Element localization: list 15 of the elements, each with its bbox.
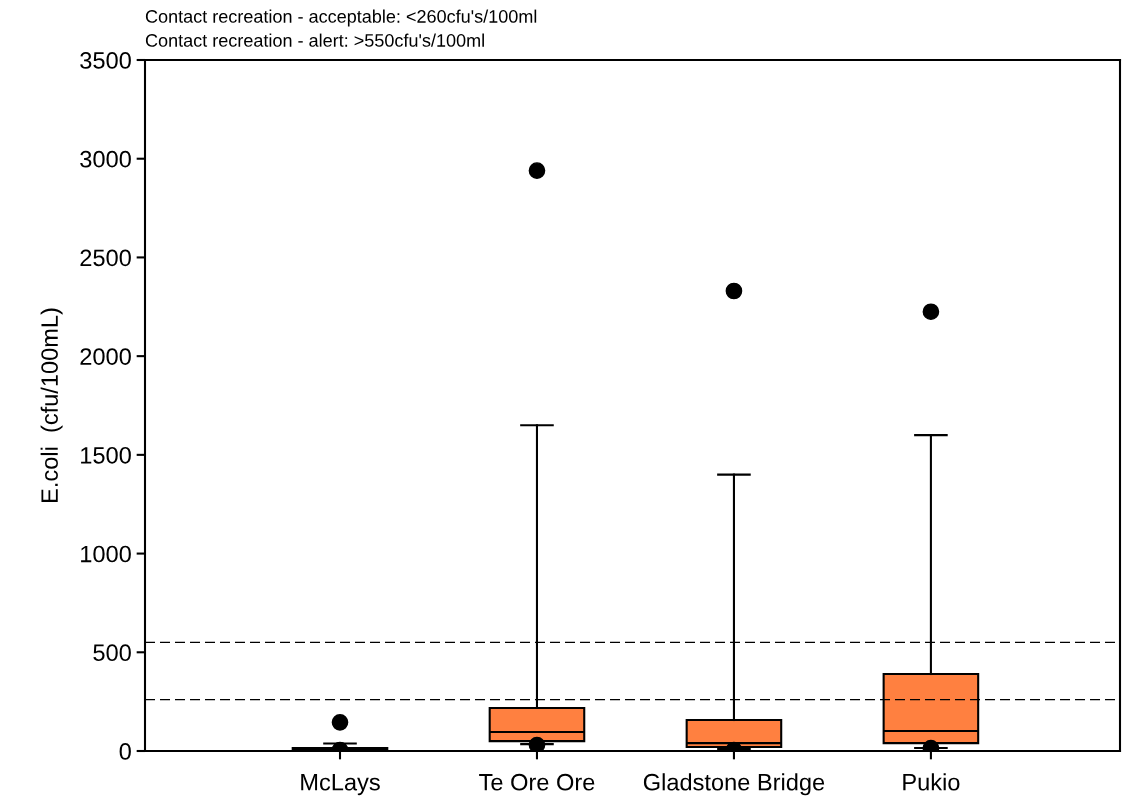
text: Contact recreation - alert: >550cfu's/100ml (145, 33, 484, 47)
x-tick-label: McLays (301, 774, 380, 796)
y-tick-label: 3000 (80, 150, 131, 168)
y-tick-label: 0 (119, 743, 131, 760)
x-tick-label: Te Ore Ore (479, 773, 595, 791)
text: Contact recreation - acceptable: <260cfu's/100ml (145, 9, 537, 27)
x-tick-label: Gladstone Bridge (643, 773, 825, 796)
y-tick-label: 3500 (80, 52, 131, 69)
y-tick-label: 1000 (81, 545, 131, 563)
y-tick-label: 1500 (81, 446, 131, 464)
y-tick-label: 2500 (80, 249, 131, 267)
y-axis-title: E.coli (cfu/100mL) (40, 308, 63, 502)
y-tick-label: 500 (93, 644, 131, 662)
x-tick-label: Pukio (903, 773, 960, 791)
y-tick-label: 2000 (80, 348, 131, 365)
